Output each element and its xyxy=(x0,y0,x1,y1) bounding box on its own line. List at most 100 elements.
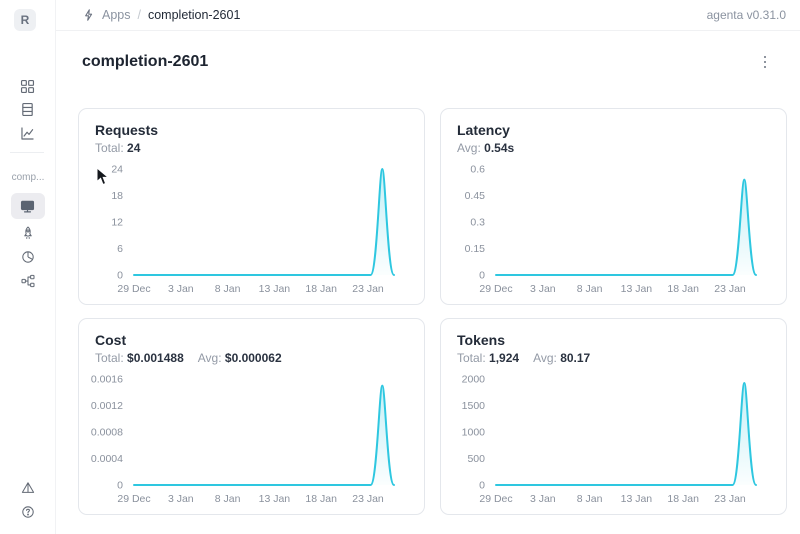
desktop-icon[interactable] xyxy=(10,193,45,219)
sidebar: R comp... xyxy=(0,0,56,534)
metric-card-tokens: Tokens Total: 1,924 Avg: 80.17 0 500 1000 1… xyxy=(440,318,787,515)
stat: Total: $0.001488 xyxy=(95,351,184,365)
latency-chart[interactable]: 0 0.15 0.3 0.45 0.6 29 Dec 3 Jan 8 Jan 13 Jan 18 … xyxy=(449,161,770,302)
metric-card-cost: Cost Total: $0.001488 Avg: $0.000062 0 0.… xyxy=(78,318,425,515)
top-header: Apps / completion-2601 agenta v0.31.0 xyxy=(0,0,800,31)
stat-value: 1,924 xyxy=(489,351,520,365)
svg-text:13 Jan: 13 Jan xyxy=(621,283,653,295)
tree-structure-icon[interactable] xyxy=(13,269,43,293)
cost-chart[interactable]: 0 0.0004 0.0008 0.0012 0.0016 29 Dec 3 Jan 8 Ja… xyxy=(87,371,408,512)
svg-text:23 Jan: 23 Jan xyxy=(714,493,746,505)
svg-text:18: 18 xyxy=(111,190,123,202)
svg-text:8 Jan: 8 Jan xyxy=(577,493,603,505)
stat-value: 24 xyxy=(127,141,141,155)
breadcrumb-separator: / xyxy=(137,8,141,22)
svg-text:3 Jan: 3 Jan xyxy=(530,493,556,505)
svg-text:29 Dec: 29 Dec xyxy=(479,283,512,295)
main-content: completion-2601 Requests Total: 24 0 6 12 1… xyxy=(56,31,800,534)
svg-text:24: 24 xyxy=(111,164,123,176)
svg-text:29 Dec: 29 Dec xyxy=(479,493,512,505)
svg-text:0.0012: 0.0012 xyxy=(91,400,123,412)
stat: Total: 24 xyxy=(95,141,140,155)
svg-text:0: 0 xyxy=(117,270,123,282)
metric-card-latency: Latency Avg: 0.54s 0 0.15 0.3 0.45 0.6 29 Dec… xyxy=(440,108,787,305)
svg-text:0.0008: 0.0008 xyxy=(91,427,123,439)
lightning-icon xyxy=(82,8,95,22)
card-stats: Total: 24 xyxy=(95,141,408,155)
version-label: agenta v0.31.0 xyxy=(706,8,786,22)
svg-text:23 Jan: 23 Jan xyxy=(714,283,746,295)
stat-value: $0.000062 xyxy=(224,351,282,365)
svg-text:6: 6 xyxy=(117,243,123,255)
svg-text:0.15: 0.15 xyxy=(465,243,486,255)
line-chart-icon[interactable] xyxy=(13,121,43,145)
table-rows-icon[interactable] xyxy=(13,97,43,121)
svg-text:0.6: 0.6 xyxy=(470,164,485,176)
card-stats: Total: 1,924 Avg: 80.17 xyxy=(457,351,770,365)
stat-label: Avg: xyxy=(457,141,481,155)
svg-text:8 Jan: 8 Jan xyxy=(577,283,603,295)
card-stats: Avg: 0.54s xyxy=(457,141,770,155)
more-options-button[interactable] xyxy=(756,52,774,72)
tokens-chart[interactable]: 0 500 1000 1500 2000 29 Dec 3 Jan 8 Jan 13 Jan 18… xyxy=(449,371,770,512)
svg-text:3 Jan: 3 Jan xyxy=(168,493,194,505)
svg-text:0: 0 xyxy=(479,480,485,492)
stat-label: Total: xyxy=(95,141,124,155)
svg-text:13 Jan: 13 Jan xyxy=(259,493,291,505)
rocket-icon[interactable] xyxy=(13,221,43,245)
stat-label: Total: xyxy=(457,351,486,365)
stat: Total: 1,924 xyxy=(457,351,519,365)
svg-text:8 Jan: 8 Jan xyxy=(215,493,241,505)
stat: Avg: 0.54s xyxy=(457,141,514,155)
breadcrumb-current: completion-2601 xyxy=(147,8,241,22)
svg-text:29 Dec: 29 Dec xyxy=(117,493,150,505)
card-stats: Total: $0.001488 Avg: $0.000062 xyxy=(95,351,408,365)
metric-card-requests: Requests Total: 24 0 6 12 18 24 29 Dec 3 Jan 8 … xyxy=(78,108,425,305)
page-title: completion-2601 xyxy=(82,53,209,70)
breadcrumb: Apps / completion-2601 xyxy=(82,8,240,22)
svg-text:0.0016: 0.0016 xyxy=(91,374,123,386)
stat-label: Avg: xyxy=(197,351,222,365)
stat-label: Avg: xyxy=(533,351,557,365)
svg-text:0: 0 xyxy=(479,270,485,282)
svg-text:1500: 1500 xyxy=(462,400,486,412)
apps-grid-icon[interactable] xyxy=(13,74,43,98)
breadcrumb-apps-link[interactable]: Apps xyxy=(102,8,131,22)
svg-text:0: 0 xyxy=(117,480,123,492)
svg-text:29 Dec: 29 Dec xyxy=(117,283,150,295)
svg-text:23 Jan: 23 Jan xyxy=(352,283,384,295)
stat-label: Total: xyxy=(95,351,124,365)
stat-value: 80.17 xyxy=(560,351,591,365)
card-title: Requests xyxy=(95,122,159,138)
svg-text:0.3: 0.3 xyxy=(470,217,485,229)
metrics-grid: Requests Total: 24 0 6 12 18 24 29 Dec 3 Jan 8 … xyxy=(78,108,787,515)
sidebar-divider xyxy=(10,152,44,153)
svg-text:3 Jan: 3 Jan xyxy=(530,283,556,295)
svg-text:13 Jan: 13 Jan xyxy=(259,283,291,295)
stat: Avg: 80.17 xyxy=(533,351,590,365)
svg-text:3 Jan: 3 Jan xyxy=(168,283,194,295)
stat-value: $0.001488 xyxy=(127,351,184,365)
svg-text:0.0004: 0.0004 xyxy=(91,453,123,465)
help-icon[interactable] xyxy=(13,500,43,524)
sidebar-app-label: comp... xyxy=(11,172,45,183)
card-title: Tokens xyxy=(457,332,505,348)
chart-donut-icon[interactable] xyxy=(13,245,43,269)
svg-text:500: 500 xyxy=(467,453,485,465)
pyramid-icon[interactable] xyxy=(13,476,43,500)
card-title: Latency xyxy=(457,122,510,138)
stat: Avg: $0.000062 xyxy=(198,351,282,365)
svg-text:13 Jan: 13 Jan xyxy=(621,493,653,505)
svg-text:18 Jan: 18 Jan xyxy=(305,283,337,295)
svg-text:0.45: 0.45 xyxy=(465,190,486,202)
svg-text:23 Jan: 23 Jan xyxy=(352,493,384,505)
svg-text:12: 12 xyxy=(111,217,123,229)
card-title: Cost xyxy=(95,332,127,348)
workspace-avatar[interactable]: R xyxy=(14,9,36,31)
svg-text:1000: 1000 xyxy=(462,427,486,439)
svg-text:2000: 2000 xyxy=(462,374,486,386)
svg-text:18 Jan: 18 Jan xyxy=(667,283,699,295)
stat-value: 0.54s xyxy=(484,141,515,155)
svg-text:8 Jan: 8 Jan xyxy=(215,283,241,295)
requests-chart[interactable]: 0 6 12 18 24 29 Dec 3 Jan 8 Jan 13 Jan 18 Jan 23 J… xyxy=(87,161,408,302)
